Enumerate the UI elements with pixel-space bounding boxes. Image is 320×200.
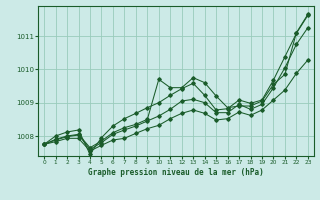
X-axis label: Graphe pression niveau de la mer (hPa): Graphe pression niveau de la mer (hPa): [88, 168, 264, 177]
